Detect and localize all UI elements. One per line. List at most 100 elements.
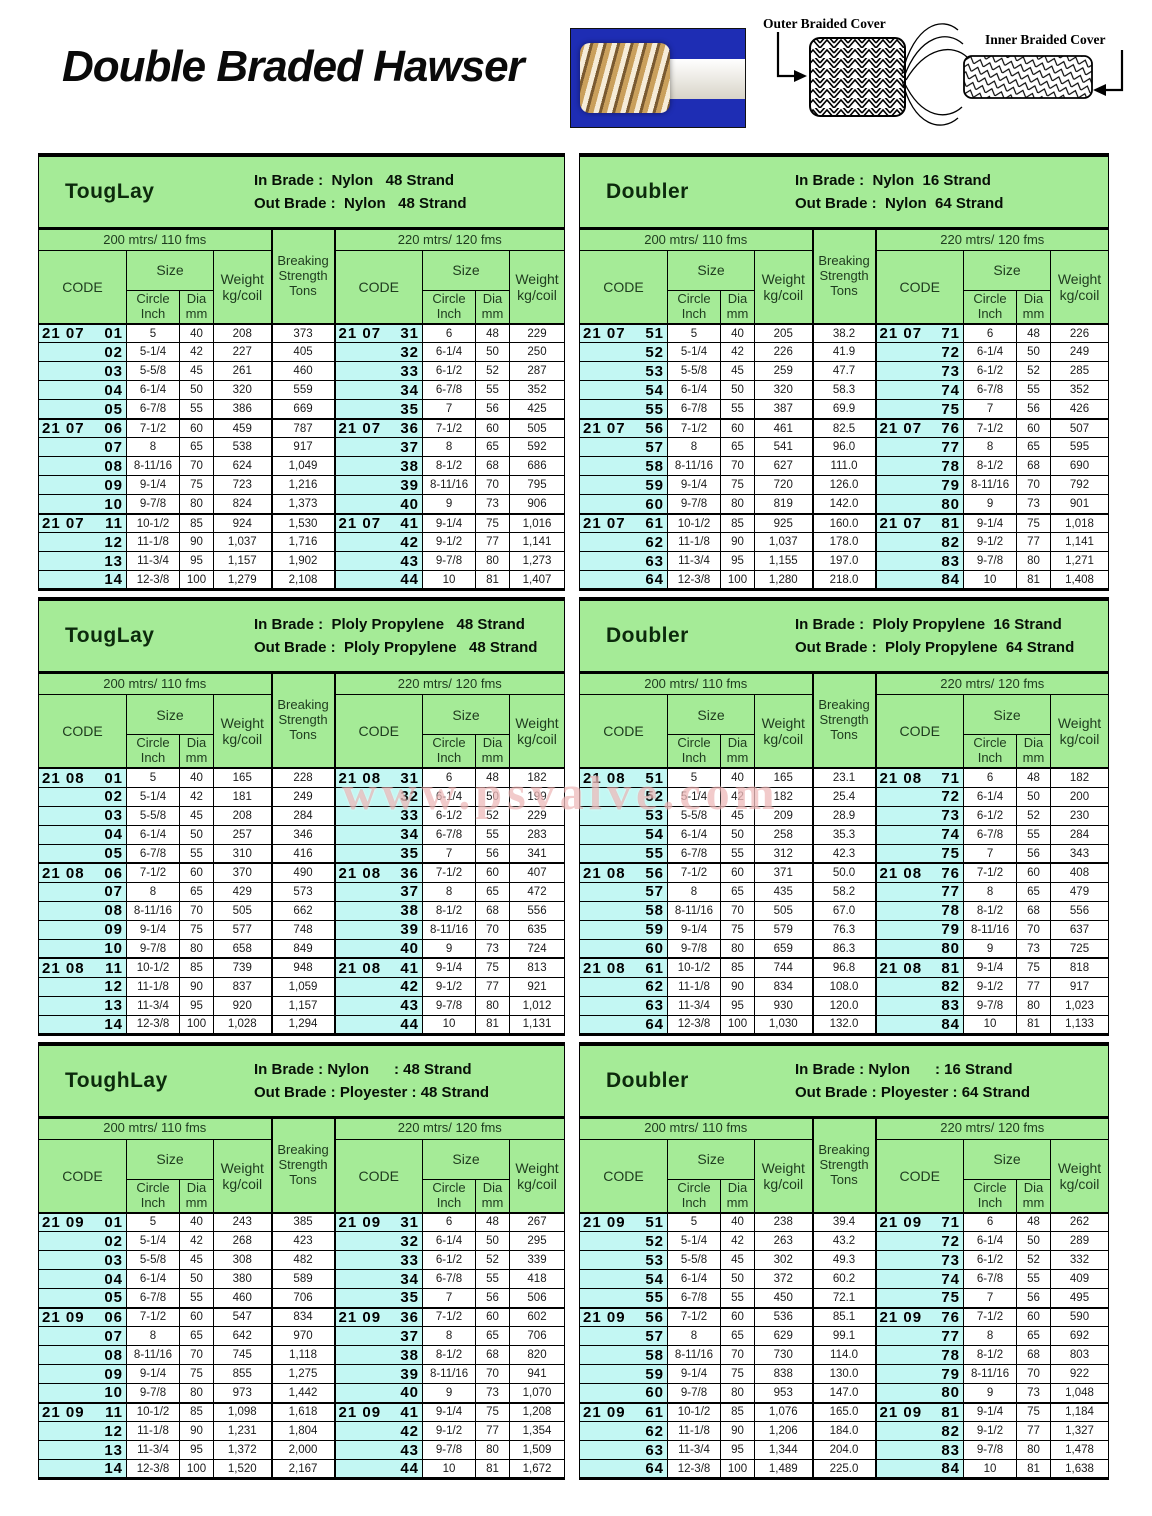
cell-breaking-strength: 662: [270, 900, 336, 921]
cell-code: 21 09 36: [334, 1306, 424, 1328]
col-weight: Weight kg/coil: [509, 249, 565, 325]
cell-dia-mm: 68: [475, 1345, 511, 1366]
cell-dia-mm: 52: [1016, 1250, 1052, 1271]
cell-circle-inch: 8-1/2: [963, 456, 1018, 477]
cell-dia-mm: 95: [720, 1440, 755, 1461]
cell-code: 13: [38, 1440, 127, 1461]
cell-code: 07: [38, 881, 127, 902]
table-row: 21 07 11 10-1/2 85 924 1,530 21 07 41 9-1/4 75 1,0…: [38, 512, 565, 534]
cell-circle-inch: 7-1/2: [126, 862, 180, 883]
table-row: 52 5-1/4 42 182 25.4 72 6-1/4 50 200: [579, 786, 1109, 807]
cell-dia-mm: 70: [1016, 475, 1052, 496]
cell-circle-inch: 11-3/4: [667, 995, 721, 1016]
code-number: 56: [645, 864, 664, 882]
table-row: 14 12-3/8 100 1,520 2,167 44 10 81 1,672: [38, 1459, 565, 1480]
page-title: Double Braded Hawser: [62, 42, 525, 91]
cell-weight: 352: [509, 380, 565, 401]
cell-code: 21 09 51: [579, 1212, 668, 1233]
code-prefix: 21 07: [583, 420, 626, 438]
cell-code: 62: [579, 532, 668, 553]
cell-weight: 855: [212, 1364, 273, 1385]
cell-circle-inch: 9-1/4: [126, 1364, 180, 1385]
cell-code: 02: [38, 1231, 127, 1252]
cell-circle-inch: 11-1/8: [667, 976, 721, 997]
cell-weight: 495: [1050, 1288, 1109, 1309]
cell-weight: 505: [509, 417, 565, 439]
cell-circle-inch: 9-7/8: [963, 1440, 1018, 1461]
cell-weight: 724: [509, 938, 565, 959]
cell-dia-mm: 70: [179, 900, 214, 921]
code-prefix: 21 07: [338, 325, 382, 343]
cell-dia-mm: 52: [475, 805, 511, 826]
cell-weight: 459: [212, 417, 273, 439]
cell-dia-mm: 50: [179, 1269, 214, 1290]
code-number: 06: [104, 420, 123, 438]
cell-circle-inch: 8-1/2: [422, 1345, 477, 1366]
col-dia-mm: Dia mm: [179, 1178, 214, 1214]
cell-dia-mm: 80: [179, 494, 214, 515]
cell-circle-inch: 5: [126, 767, 180, 788]
cell-dia-mm: 85: [179, 957, 214, 978]
cell-breaking-strength: 405: [270, 342, 336, 363]
cell-weight: 590: [1050, 1306, 1109, 1328]
cell-dia-mm: 70: [1016, 1364, 1052, 1385]
cell-circle-inch: 10-1/2: [126, 512, 180, 534]
cell-weight: 339: [509, 1250, 565, 1271]
cell-weight: 1,141: [1050, 532, 1109, 553]
cell-weight: 418: [509, 1269, 565, 1290]
cell-code: 21 07 71: [875, 323, 965, 344]
cell-weight: 1,023: [1050, 995, 1109, 1016]
cell-dia-mm: 50: [1016, 1231, 1052, 1252]
cell-weight: 387: [753, 399, 814, 420]
cell-circle-inch: 9-7/8: [963, 551, 1018, 572]
cell-weight: 1,478: [1050, 1440, 1109, 1461]
cell-dia-mm: 48: [1016, 323, 1052, 344]
cell-dia-mm: 100: [179, 1014, 214, 1035]
cell-dia-mm: 48: [1016, 1212, 1052, 1233]
code-prefix: 21 09: [338, 1403, 382, 1421]
cell-weight: 579: [753, 919, 814, 940]
cell-code: 13: [38, 995, 127, 1016]
cell-code: 21 09 11: [38, 1401, 127, 1423]
cell-circle-inch: 6-1/4: [422, 786, 477, 807]
code-number: 04: [104, 381, 123, 399]
braid-specs: In Brade : Nylon 48 Strand Out Brade : N…: [254, 169, 467, 216]
table-row: 03 5-5/8 45 261 460 33 6-1/2 52 287: [38, 361, 565, 382]
cell-weight: 1,273: [509, 551, 565, 572]
cell-code: 55: [579, 399, 668, 420]
cell-breaking-strength: 373: [270, 323, 336, 344]
table-row: 04 6-1/4 50 320 559 34 6-7/8 55 352: [38, 380, 565, 401]
cell-circle-inch: 9-1/2: [963, 1421, 1018, 1442]
photo-rope-braid: [579, 42, 671, 114]
cell-dia-mm: 56: [1016, 843, 1052, 864]
cell-breaking-strength: 165.0: [811, 1401, 877, 1423]
cell-code: 33: [334, 1250, 424, 1271]
cell-weight: 181: [212, 786, 273, 807]
code-prefix: 21 08: [42, 769, 85, 787]
cell-code: 77: [875, 881, 965, 902]
code-prefix: 21 07: [879, 325, 923, 343]
col-code: CODE: [875, 249, 965, 325]
col-breaking-strength: Breaking Strength Tons: [811, 227, 877, 325]
cell-circle-inch: 8-11/16: [667, 1345, 721, 1366]
cell-weight: 165: [753, 767, 814, 788]
cell-code: 12: [38, 532, 127, 553]
col-circle-inch: Circle Inch: [963, 734, 1018, 769]
code-prefix: 21 09: [42, 1308, 85, 1326]
code-number: 55: [645, 845, 664, 862]
cell-circle-inch: 5-5/8: [126, 805, 180, 826]
cell-code: 55: [579, 1288, 668, 1309]
col-weight: Weight kg/coil: [212, 1138, 273, 1214]
cell-breaking-strength: 23.1: [811, 767, 877, 788]
out-brade-spec: Out Brade : Ployester : 64 Strand: [795, 1083, 1031, 1101]
cell-weight: 803: [1050, 1345, 1109, 1366]
cell-code: 05: [38, 1288, 127, 1309]
col-size: Size: [422, 250, 511, 291]
cell-code: 75: [875, 1288, 965, 1309]
code-number: 60: [645, 940, 664, 957]
cell-weight: 745: [212, 1345, 273, 1366]
cell-weight: 310: [212, 843, 273, 864]
cell-code: 82: [875, 1421, 965, 1442]
table-header-band: ToughLay In Brade : Nylon : 48 Strand Ou…: [38, 1041, 565, 1116]
cell-dia-mm: 42: [720, 342, 755, 363]
